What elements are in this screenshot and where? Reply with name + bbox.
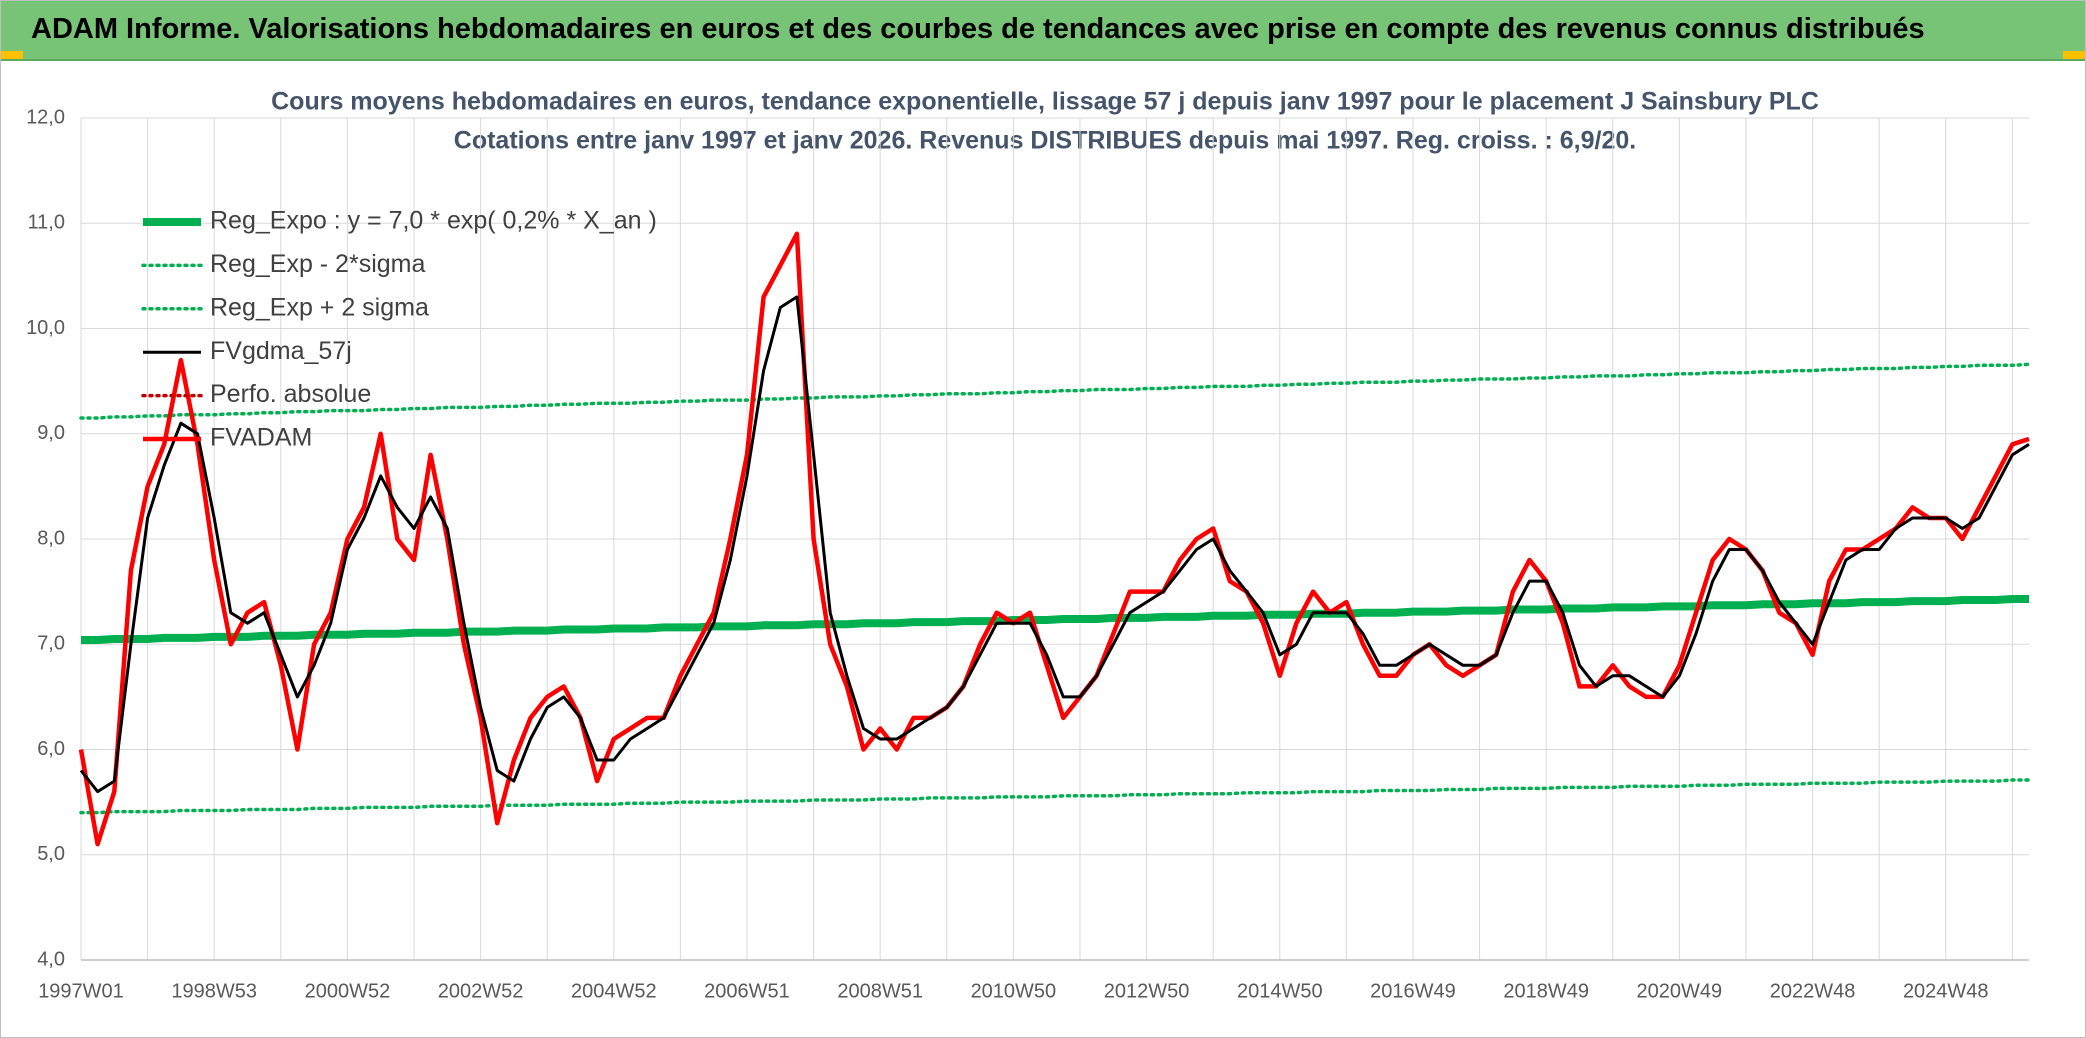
x-tick-label: 2002W52 bbox=[438, 980, 524, 1002]
x-tick-label: 2008W51 bbox=[837, 980, 923, 1002]
y-tick-label: 9,0 bbox=[37, 422, 65, 444]
legend-label: Reg_Exp - 2*sigma bbox=[210, 250, 425, 278]
legend-label: Reg_Expo : y = 7,0 * exp( 0,2% * X_an ) bbox=[210, 207, 657, 235]
y-tick-label: 5,0 bbox=[37, 843, 65, 865]
y-tick-label: 11,0 bbox=[28, 212, 65, 234]
x-tick-label: 1998W53 bbox=[171, 980, 257, 1002]
legend-label: Reg_Exp + 2 sigma bbox=[210, 293, 429, 321]
legend-label: FVgdma_57j bbox=[210, 337, 352, 365]
chart-title: Cours moyens hebdomadaires en euros, ten… bbox=[271, 88, 1819, 116]
chart-title: Cotations entre janv 1997 et janv 2026. … bbox=[454, 127, 1636, 155]
y-tick-label: 8,0 bbox=[37, 527, 65, 549]
x-tick-label: 2014W50 bbox=[1237, 980, 1323, 1002]
x-tick-label: 2018W49 bbox=[1503, 980, 1589, 1002]
series-line bbox=[79, 295, 2030, 794]
x-tick-label: 2004W52 bbox=[571, 980, 657, 1002]
corner-mark bbox=[1, 51, 23, 59]
x-tick-label: 2016W49 bbox=[1370, 980, 1456, 1002]
y-tick-label: 12,0 bbox=[26, 106, 65, 128]
series-line bbox=[78, 231, 2030, 847]
header-title: ADAM Informe. Valorisations hebdomadaire… bbox=[31, 13, 1925, 45]
x-tick-label: 2020W49 bbox=[1637, 980, 1723, 1002]
x-tick-label: 2024W48 bbox=[1903, 980, 1989, 1002]
y-tick-label: 4,0 bbox=[37, 948, 65, 970]
y-tick-label: 6,0 bbox=[37, 738, 65, 760]
corner-mark bbox=[2063, 51, 2085, 59]
x-tick-label: 2010W50 bbox=[971, 980, 1057, 1002]
x-tick-label: 2012W50 bbox=[1104, 980, 1190, 1002]
legend-label: FVADAM bbox=[210, 424, 312, 452]
legend-label: Perfo. absolue bbox=[210, 380, 371, 408]
x-tick-label: 1997W01 bbox=[38, 980, 124, 1002]
x-tick-label: 2006W51 bbox=[704, 980, 790, 1002]
y-tick-label: 10,0 bbox=[26, 317, 65, 339]
header-banner: ADAM Informe. Valorisations hebdomadaire… bbox=[1, 1, 2085, 61]
series-line bbox=[79, 778, 2031, 815]
y-tick-label: 7,0 bbox=[37, 633, 65, 655]
series-line bbox=[79, 362, 2031, 420]
x-tick-label: 2000W52 bbox=[305, 980, 391, 1002]
series-line bbox=[81, 595, 2029, 644]
x-tick-label: 2022W48 bbox=[1770, 980, 1856, 1002]
